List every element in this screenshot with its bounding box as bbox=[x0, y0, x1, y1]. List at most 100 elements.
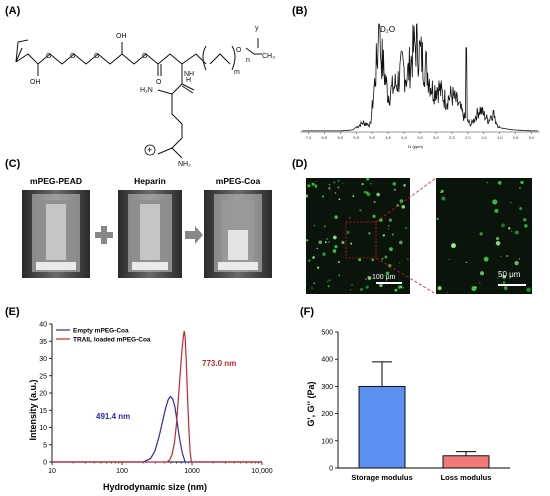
fluorescent-dot bbox=[526, 287, 531, 293]
nmr-tick-label: 4.5 bbox=[385, 135, 391, 140]
zoom-indicator bbox=[345, 177, 437, 295]
fluorescent-dot bbox=[389, 247, 393, 252]
fluorescent-dot bbox=[363, 190, 367, 194]
struct-m: m bbox=[234, 69, 240, 76]
modulus-y-tick-label: 100 bbox=[321, 438, 333, 445]
fluorescent-dot bbox=[451, 243, 456, 249]
fluorescent-dot bbox=[405, 227, 407, 229]
fluorescent-dot bbox=[479, 271, 485, 276]
struct-n: n bbox=[246, 57, 250, 64]
fluorescent-dot bbox=[523, 218, 527, 222]
fluorescent-dot bbox=[328, 241, 331, 243]
dls-chart: Intensity (a.u.) Hydrodynamic size (nm) … bbox=[28, 322, 273, 493]
dls-y-tick-label: 30 bbox=[39, 356, 47, 363]
dls-annot-blue: 491.4 nm bbox=[96, 412, 130, 421]
fluorescent-dot bbox=[501, 223, 505, 228]
fluorescent-dot bbox=[381, 257, 384, 260]
fluorescent-dot bbox=[321, 195, 325, 198]
fluorescent-dot bbox=[359, 287, 364, 292]
fluorescent-dot bbox=[337, 179, 340, 182]
micrograph-overview: 100 μm bbox=[306, 178, 410, 294]
dls-y-tick-label: 20 bbox=[39, 391, 47, 398]
fluorescent-dot bbox=[388, 224, 390, 227]
struct-h2n: H₂N bbox=[140, 87, 153, 94]
modulus-bar-1 bbox=[442, 455, 490, 469]
struct-h: H bbox=[186, 77, 191, 84]
fluorescent-dot bbox=[365, 285, 369, 289]
caption-mpeg-pead: mPEG-PEAD bbox=[30, 176, 82, 186]
fluorescent-dot bbox=[376, 192, 380, 197]
fluorescent-dot bbox=[448, 258, 450, 260]
fluorescent-dot bbox=[314, 184, 318, 188]
fluorescent-dot bbox=[503, 286, 508, 291]
panel-a-label: (A) bbox=[5, 5, 21, 17]
fluorescent-dot bbox=[399, 262, 401, 264]
fluorescent-dot bbox=[394, 288, 398, 292]
fluorescent-dot bbox=[399, 240, 403, 245]
fluorescent-dot bbox=[373, 200, 376, 204]
fluorescent-dot bbox=[397, 285, 402, 289]
nmr-tick-label: 3.0 bbox=[433, 135, 439, 140]
nmr-tick-label: 6.0 bbox=[337, 135, 343, 140]
nmr-tick-label: 4.0 bbox=[401, 135, 407, 140]
fluorescent-dot bbox=[308, 259, 311, 262]
fluorescent-dot bbox=[328, 279, 331, 282]
dls-series-empty bbox=[52, 395, 262, 463]
fluorescent-dot bbox=[391, 233, 394, 236]
fluorescent-dot bbox=[446, 291, 448, 293]
struct-nh2: NH₂ bbox=[178, 161, 191, 168]
fluorescent-dot bbox=[371, 258, 375, 262]
fluorescent-dot bbox=[483, 256, 489, 262]
fluorescent-dot bbox=[495, 241, 501, 246]
dls-y-tick-label: 0 bbox=[43, 460, 47, 467]
fluorescent-dot bbox=[311, 182, 315, 186]
struct-o2: O bbox=[70, 53, 76, 60]
fluorescent-dot bbox=[518, 258, 521, 260]
fluorescent-dot bbox=[351, 284, 353, 286]
nmr-peak-label: D₂O bbox=[380, 25, 395, 34]
dls-y-tick-label: 25 bbox=[39, 373, 47, 380]
fluorescent-dot bbox=[524, 224, 528, 228]
fluorescent-dot bbox=[384, 255, 388, 259]
dls-x-tick-label: 100 bbox=[116, 468, 128, 475]
fluorescent-dot bbox=[494, 208, 499, 213]
nmr-tick-label: 1.5 bbox=[481, 135, 487, 140]
fluorescent-dot bbox=[323, 225, 327, 228]
fluorescent-dot bbox=[361, 182, 364, 186]
fluorescent-dot bbox=[365, 278, 367, 280]
fluorescent-dot bbox=[359, 209, 362, 212]
fluorescent-dot bbox=[338, 274, 341, 277]
dls-legend-label: TRAIL loaded mPEG-Coa bbox=[73, 337, 151, 344]
fluorescent-dot bbox=[382, 234, 386, 237]
modulus-y-tick-label: 500 bbox=[321, 330, 333, 337]
fluorescent-dot bbox=[520, 180, 524, 185]
dls-annot-red: 773.0 nm bbox=[202, 359, 236, 368]
scalebar-50um: 50 μm bbox=[498, 270, 521, 279]
fluorescent-dot bbox=[368, 232, 371, 235]
struct-o1: O bbox=[46, 53, 52, 60]
fluorescent-dot bbox=[502, 275, 506, 279]
fluorescent-dot bbox=[367, 276, 372, 280]
fluorescent-dot bbox=[392, 182, 397, 186]
modulus-chart: G', G'' (Pa) 0 100 200 300 400 500 Storage mo… bbox=[306, 330, 510, 482]
fluorescent-dot bbox=[346, 230, 350, 234]
fluorescent-dot bbox=[401, 205, 405, 209]
fluorescent-dot bbox=[326, 280, 329, 283]
fluorescent-dot bbox=[378, 218, 383, 222]
panel-d-label: (D) bbox=[292, 158, 308, 170]
dls-xlabel: Hydrodynamic size (nm) bbox=[103, 482, 207, 492]
fluorescent-dot bbox=[506, 255, 509, 257]
photo-heparin bbox=[118, 190, 182, 278]
fluorescent-dot bbox=[333, 181, 336, 184]
fluorescent-dot bbox=[387, 228, 389, 230]
modulus-ylabel: G', G'' (Pa) bbox=[306, 382, 316, 427]
fluorescent-dot bbox=[341, 240, 345, 245]
nmr-tick-label: 5.0 bbox=[369, 135, 375, 140]
fluorescent-dot bbox=[315, 180, 317, 182]
dls-x-tick-label: 1000 bbox=[184, 468, 200, 475]
fluorescent-dot bbox=[388, 218, 393, 222]
struct-oh2: OH bbox=[116, 33, 127, 40]
struct-ch3: CH₃ bbox=[262, 53, 275, 60]
fluorescent-dot bbox=[352, 195, 355, 198]
micrograph-zoom: 50 μm bbox=[436, 178, 532, 294]
